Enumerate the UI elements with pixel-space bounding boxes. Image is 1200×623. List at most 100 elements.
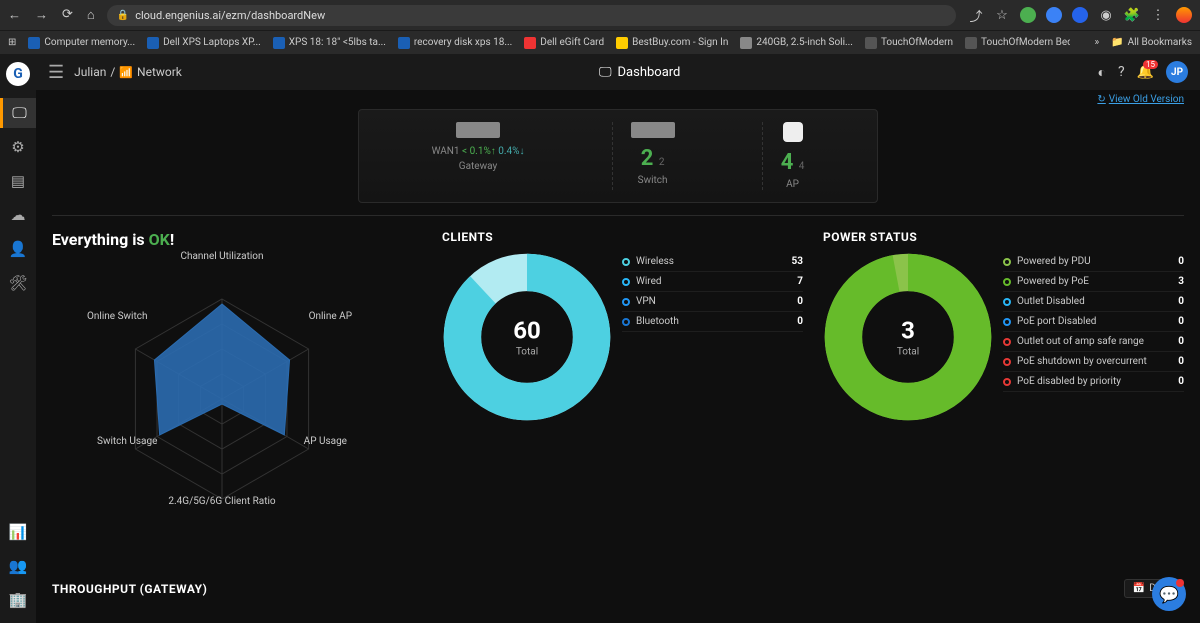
- gateway-image: [456, 122, 500, 138]
- legend-row: Bluetooth0: [622, 312, 803, 332]
- bookmark-item[interactable]: BestBuy.com - Sign In: [616, 37, 728, 49]
- forward-icon[interactable]: →: [35, 7, 48, 23]
- app-logo[interactable]: G: [6, 62, 30, 86]
- bookmark-item[interactable]: Dell XPS Laptops XP...: [147, 37, 261, 49]
- all-bookmarks[interactable]: 📁 All Bookmarks: [1111, 37, 1192, 48]
- clients-total-label: Total: [513, 347, 541, 358]
- clients-column: CLIENTS 60 Total Wireless53Wired7VPN0Blu…: [442, 230, 803, 529]
- wan-stats: WAN1 < 0.1%↑ 0.4%↓: [432, 146, 525, 157]
- summary-switch[interactable]: 2 2 Switch: [612, 122, 693, 190]
- reload-icon[interactable]: ⟳: [62, 7, 73, 23]
- divider: [52, 215, 1184, 216]
- notifications-icon[interactable]: 🔔15: [1137, 64, 1154, 80]
- url-text: cloud.engenius.ai/ezm/dashboardNew: [135, 9, 325, 22]
- url-bar[interactable]: 🔒 cloud.engenius.ai/ezm/dashboardNew: [107, 5, 956, 26]
- legend-row: Wireless53: [622, 252, 803, 272]
- profile-avatar[interactable]: [1176, 7, 1192, 23]
- summary-ap[interactable]: 4 4 AP: [762, 122, 823, 190]
- rail-dashboard[interactable]: 🖵: [0, 98, 36, 128]
- user-avatar[interactable]: JP: [1166, 61, 1188, 83]
- left-rail: G 🖵 ⚙ ▤ ☁ 👤 🛠 📊 👥 🏢: [0, 54, 36, 623]
- status-headline: Everything is OK!: [52, 230, 422, 249]
- throughput-title: THROUGHPUT (GATEWAY): [52, 582, 207, 596]
- bookmark-item[interactable]: 240GB, 2.5-inch Soli...: [740, 37, 853, 49]
- bookmark-item[interactable]: TouchOfModern Beds: [965, 37, 1070, 49]
- legend-row: VPN0: [622, 292, 803, 312]
- bookmark-item[interactable]: Dell eGift Card: [524, 37, 604, 49]
- legend-row: Outlet Disabled0: [1003, 292, 1184, 312]
- rail-team[interactable]: 👥: [0, 551, 36, 581]
- legend-row: PoE port Disabled0: [1003, 312, 1184, 332]
- share-icon[interactable]: ⤴: [968, 7, 984, 23]
- rail-settings[interactable]: ⚙: [0, 132, 36, 162]
- bookmarks-bar: ⊞ Computer memory... Dell XPS Laptops XP.…: [0, 30, 1200, 54]
- apps-grid-icon[interactable]: ⊞: [8, 37, 16, 48]
- lock-icon: 🔒: [117, 10, 129, 21]
- svg-text:2.4G/5G/6G Client Ratio: 2.4G/5G/6G Client Ratio: [168, 496, 276, 507]
- svg-text:Online Switch: Online Switch: [87, 311, 147, 322]
- ext-icon-3[interactable]: [1072, 7, 1088, 23]
- ext-icon-4[interactable]: ◉: [1098, 7, 1114, 23]
- power-legend: Powered by PDU0Powered by PoE3Outlet Dis…: [1003, 252, 1184, 422]
- contrast-icon[interactable]: ◐: [1097, 64, 1105, 81]
- help-icon[interactable]: ?: [1118, 64, 1125, 80]
- ap-image: [783, 122, 803, 142]
- legend-row: PoE shutdown by overcurrent0: [1003, 352, 1184, 372]
- breadcrumb[interactable]: Julian / 📶Network: [74, 65, 182, 79]
- radar-chart: Channel Utilization Online AP AP Usage 2.4G…: [52, 249, 392, 529]
- rail-tools[interactable]: 🛠: [0, 268, 36, 298]
- legend-row: Powered by PDU0: [1003, 252, 1184, 272]
- power-total-label: Total: [897, 347, 919, 358]
- svg-text:Switch Usage: Switch Usage: [97, 436, 157, 447]
- power-title: POWER STATUS: [823, 230, 1184, 244]
- switch-image: [631, 122, 675, 138]
- bookmark-item[interactable]: XPS 18: 18" <5lbs ta...: [273, 37, 386, 49]
- bookmarks-overflow-icon[interactable]: »: [1094, 37, 1099, 48]
- legend-row: Outlet out of amp safe range0: [1003, 332, 1184, 352]
- menu-dots-icon[interactable]: ⋮: [1150, 7, 1166, 23]
- rail-cloud[interactable]: ☁: [0, 200, 36, 230]
- clients-donut: 60 Total: [442, 252, 612, 422]
- power-donut: 3 Total: [823, 252, 993, 422]
- status-column: Everything is OK! Channel Utilization Onl…: [52, 230, 422, 529]
- browser-chrome: ← → ⟳ ⌂ 🔒 cloud.engenius.ai/ezm/dashboar…: [0, 0, 1200, 30]
- bookmark-item[interactable]: Computer memory...: [28, 37, 135, 49]
- rail-docs[interactable]: ▤: [0, 166, 36, 196]
- legend-row: Powered by PoE3: [1003, 272, 1184, 292]
- topbar: ☰ Julian / 📶Network 🖵 Dashboard ◐ ? 🔔15 …: [36, 54, 1200, 90]
- svg-text:AP Usage: AP Usage: [304, 436, 347, 447]
- bookmark-item[interactable]: TouchOfModern: [865, 37, 953, 49]
- rail-users[interactable]: 👤: [0, 234, 36, 264]
- bell-badge: 15: [1143, 60, 1158, 69]
- bookmark-item[interactable]: recovery disk xps 18...: [398, 37, 512, 49]
- rail-reports[interactable]: 📊: [0, 517, 36, 547]
- clients-title: CLIENTS: [442, 230, 803, 244]
- switch-label: Switch: [638, 175, 668, 186]
- legend-row: Wired7: [622, 272, 803, 292]
- throughput-header: THROUGHPUT (GATEWAY) 📅 Day ▾: [52, 579, 1184, 598]
- summary-panel: WAN1 < 0.1%↑ 0.4%↓ Gateway 2 2 Switch 4 …: [358, 109, 878, 203]
- summary-gateway[interactable]: WAN1 < 0.1%↑ 0.4%↓ Gateway: [414, 122, 543, 190]
- star-icon[interactable]: ☆: [994, 7, 1010, 23]
- ext-icon-2[interactable]: [1046, 7, 1062, 23]
- clients-total: 60: [513, 317, 541, 345]
- wifi-icon: 📶: [119, 66, 133, 79]
- svg-text:Channel Utilization: Channel Utilization: [180, 251, 263, 262]
- legend-row: PoE disabled by priority0: [1003, 372, 1184, 392]
- ext-icon-1[interactable]: [1020, 7, 1036, 23]
- ap-label: AP: [786, 179, 799, 190]
- power-total: 3: [897, 317, 919, 345]
- chat-notification-dot: [1176, 579, 1184, 587]
- view-old-version-link[interactable]: ↻ View Old Version: [1097, 94, 1184, 105]
- page-title: 🖵 Dashboard: [182, 65, 1098, 80]
- home-icon[interactable]: ⌂: [87, 7, 95, 23]
- chat-bubble[interactable]: 💬: [1152, 577, 1186, 611]
- svg-text:Online AP: Online AP: [309, 311, 352, 322]
- hamburger-icon[interactable]: ☰: [48, 62, 64, 83]
- clients-legend: Wireless53Wired7VPN0Bluetooth0: [622, 252, 803, 422]
- gateway-label: Gateway: [459, 161, 497, 172]
- back-icon[interactable]: ←: [8, 7, 21, 23]
- power-column: POWER STATUS 3 Total Powered by PDU0Powe…: [823, 230, 1184, 529]
- puzzle-icon[interactable]: 🧩: [1124, 7, 1140, 23]
- rail-building[interactable]: 🏢: [0, 585, 36, 615]
